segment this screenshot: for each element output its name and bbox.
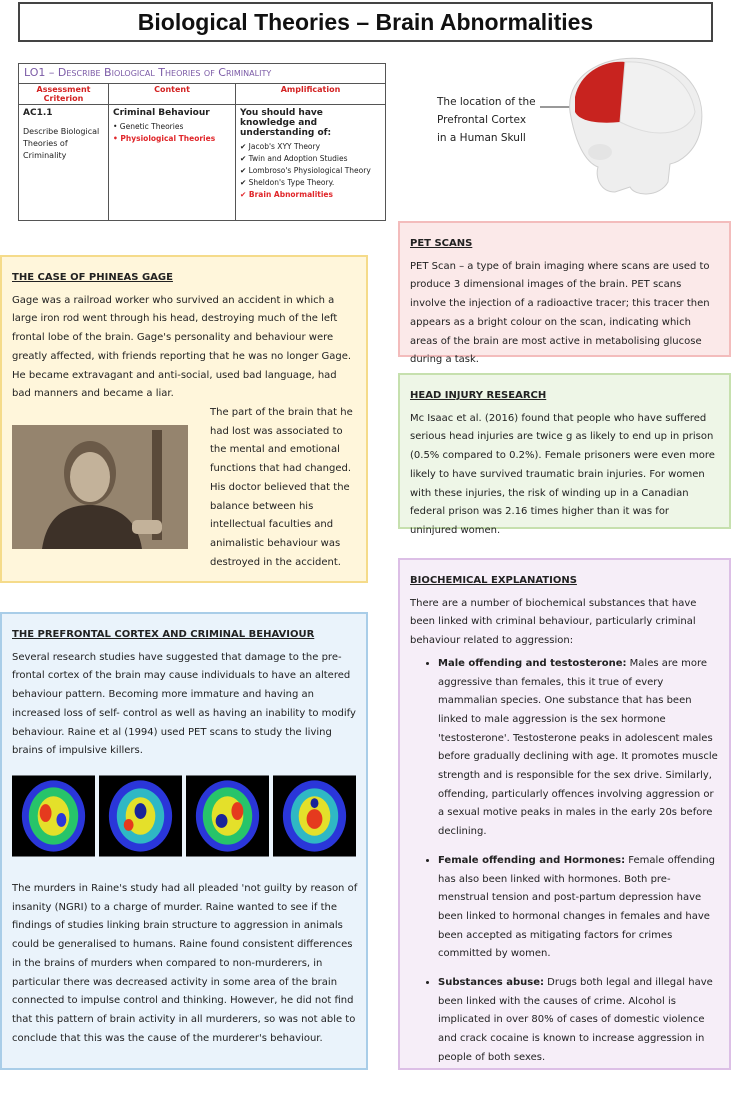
pfc-heading: THE PREFRONTAL CORTEX AND CRIMINAL BEHAV… xyxy=(12,629,315,640)
head-injury-heading: HEAD INJURY RESEARCH xyxy=(410,390,547,401)
bio-item: Female offending and Hormones: Female of… xyxy=(438,852,719,964)
pet-scan-image xyxy=(12,775,95,857)
bio-item-text: Males are more aggressive than females, … xyxy=(438,657,718,838)
amp-item: ✔ Brain Abnormalities xyxy=(240,190,333,199)
spec-header-row: Assessment Criterion Content Amplificati… xyxy=(19,84,385,105)
amp-item: ✔ Twin and Adoption Studies xyxy=(240,154,348,163)
skull-caption: The location of the Prefrontal Cortex in… xyxy=(437,96,536,144)
bio-item: Male offending and testosterone: Males a… xyxy=(438,655,719,842)
bio-item-text: Drugs both legal and illegal have been l… xyxy=(438,977,713,1063)
pet-scans-box: PET SCANS PET Scan – a type of brain ima… xyxy=(398,221,731,365)
criterion-code: AC1.1 xyxy=(23,108,53,118)
gage-photo xyxy=(12,425,188,549)
title-box: Biological Theories – Brain Abnormalitie… xyxy=(18,2,713,42)
bio-intro: There are a number of biochemical substa… xyxy=(410,597,697,647)
content-item: • Physiological Theories xyxy=(113,134,216,143)
content-item: • Genetic Theories xyxy=(113,122,184,131)
pet-heading: PET SCANS xyxy=(410,238,473,249)
pet-scan-image xyxy=(186,775,269,857)
pet-text: PET Scan – a type of brain imaging where… xyxy=(410,260,710,366)
bio-item-term: Female offending and Hormones: xyxy=(438,854,626,866)
criterion-text: Describe Biological Theories of Criminal… xyxy=(23,127,100,160)
pfc-text-1: Several research studies have suggested … xyxy=(12,651,356,757)
gage-heading: THE CASE OF PHINEAS GAGE xyxy=(12,272,173,283)
phineas-gage-box: THE CASE OF PHINEAS GAGE Gage was a rail… xyxy=(0,255,368,583)
col-header-content: Content xyxy=(109,84,236,104)
criterion-cell: AC1.1 Describe Biological Theories of Cr… xyxy=(19,105,109,221)
bio-item: Substances abuse: Drugs both legal and i… xyxy=(438,974,719,1068)
pfc-text-2: The murders in Raine's study had all ple… xyxy=(12,883,358,1044)
pet-scan-images xyxy=(12,775,356,857)
bio-heading: BIOCHEMICAL EXPLANATIONS xyxy=(410,575,577,586)
amp-item: ✔ Jacob's XYY Theory xyxy=(240,142,321,151)
spec-body-row: AC1.1 Describe Biological Theories of Cr… xyxy=(19,105,385,221)
bio-item-term: Male offending and testosterone: xyxy=(438,657,627,669)
bio-item-term: Substances abuse: xyxy=(438,977,544,989)
pet-scan-image xyxy=(99,775,182,857)
skull-illustration xyxy=(540,57,703,195)
pet-scan-image xyxy=(273,775,356,857)
amplification-cell: You should have knowledge and understand… xyxy=(236,105,385,221)
bio-item-text: Female offending has also been linked wi… xyxy=(438,854,715,960)
bio-list: Male offending and testosterone: Males a… xyxy=(410,655,719,1068)
page-title: Biological Theories – Brain Abnormalitie… xyxy=(137,8,594,35)
spec-table: LO1 – Describe Biological Theories of Cr… xyxy=(18,63,386,221)
gage-text-2: The part of the brain that he had lost w… xyxy=(210,407,353,568)
spec-heading: LO1 – Describe Biological Theories of Cr… xyxy=(19,64,385,84)
head-injury-box: HEAD INJURY RESEARCH Mc Isaac et al. (20… xyxy=(398,373,731,536)
content-cell: Criminal Behaviour • Genetic Theories • … xyxy=(109,105,236,221)
content-title: Criminal Behaviour xyxy=(113,108,210,118)
prefrontal-cortex-box: THE PREFRONTAL CORTEX AND CRIMINAL BEHAV… xyxy=(0,612,368,1070)
col-header-criterion: Assessment Criterion xyxy=(19,84,109,104)
amp-title: You should have knowledge and understand… xyxy=(240,108,332,138)
gage-text-1: Gage was a railroad worker who survived … xyxy=(12,294,352,400)
amp-item: ✔ Lombroso's Physiological Theory xyxy=(240,166,371,175)
head-injury-text: Mc Isaac et al. (2016) found that people… xyxy=(410,412,715,536)
col-header-amplification: Amplification xyxy=(280,85,341,94)
amp-item: ✔ Sheldon's Type Theory. xyxy=(240,178,335,187)
biochemical-box: BIOCHEMICAL EXPLANATIONS There are a num… xyxy=(398,558,731,1070)
